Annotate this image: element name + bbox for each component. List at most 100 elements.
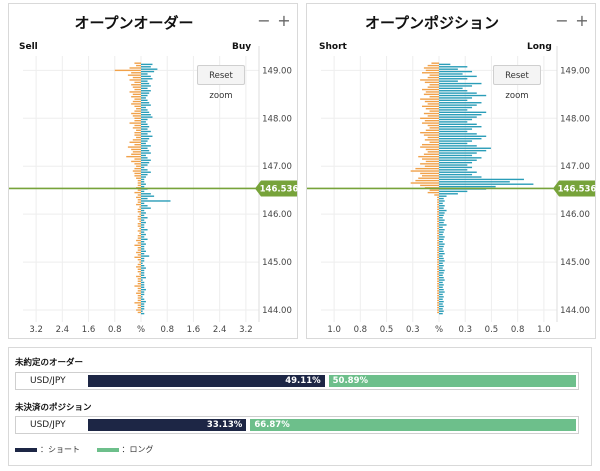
sell-bar <box>136 251 141 254</box>
long-bar <box>439 300 444 303</box>
sell-bar <box>137 215 141 218</box>
long-bar <box>439 257 444 260</box>
x-tick-label: 1.6 <box>187 325 201 335</box>
long-bar <box>439 92 477 94</box>
buy-bar <box>141 157 148 159</box>
short-bar <box>418 155 439 158</box>
short-bar <box>437 218 439 220</box>
buy-label: Buy <box>232 42 252 52</box>
zoom-in-button[interactable]: + <box>277 11 291 30</box>
sell-bar <box>131 160 141 163</box>
long-bar <box>439 262 443 264</box>
sell-bar <box>134 131 141 134</box>
buy-bar <box>141 181 145 183</box>
long-bar <box>439 233 443 236</box>
reset-zoom-button[interactable]: Reset zoom <box>493 65 541 101</box>
short-bar <box>423 112 439 115</box>
long-bar <box>439 145 477 147</box>
zoom-out-button[interactable]: − <box>555 11 569 30</box>
buy-bar <box>141 288 146 291</box>
sell-bar <box>134 285 141 287</box>
sell-bar <box>137 278 141 280</box>
short-bar <box>437 268 439 270</box>
sell-bar <box>137 282 141 285</box>
buy-bar <box>141 137 150 140</box>
long-bar <box>439 209 447 212</box>
long-bar <box>439 80 458 82</box>
short-bar <box>437 244 439 247</box>
short-bar <box>437 294 439 297</box>
long-bar <box>439 97 473 99</box>
sell-bar <box>134 172 141 175</box>
buy-bar <box>141 111 150 114</box>
short-bar <box>427 124 439 127</box>
short-bar <box>431 62 439 64</box>
sell-bar <box>132 86 141 88</box>
long-bar <box>439 224 447 226</box>
long-bar <box>439 171 477 173</box>
buy-bar <box>141 66 151 68</box>
long-bar <box>439 279 445 281</box>
legend-short: ：ショート <box>40 445 80 454</box>
buy-bar <box>141 214 145 217</box>
long-bar <box>439 130 468 133</box>
short-bar <box>423 67 439 69</box>
short-bar <box>425 108 439 110</box>
long-bar <box>439 202 443 205</box>
sell-bar <box>131 84 141 86</box>
buy-bar <box>141 102 150 104</box>
short-bar <box>423 153 439 155</box>
long-label: Long <box>527 42 552 52</box>
long-bar <box>439 212 445 214</box>
long-bar <box>439 147 491 149</box>
short-bar <box>437 275 439 278</box>
buy-bar <box>141 70 155 73</box>
buy-bar <box>141 185 145 188</box>
sell-bar <box>137 249 141 251</box>
long-bar <box>439 291 445 293</box>
x-tick-label: % <box>137 325 145 335</box>
sell-bar <box>134 302 141 304</box>
long-bar <box>439 190 468 193</box>
long-bar <box>439 288 444 291</box>
buy-bar <box>141 267 146 269</box>
short-bar <box>437 266 439 268</box>
buy-bar <box>141 298 145 300</box>
short-bar <box>437 232 439 235</box>
sell-bar <box>136 129 141 131</box>
short-bar <box>424 120 439 122</box>
buy-bar <box>141 73 148 75</box>
buy-bar <box>141 274 145 276</box>
sell-label: Sell <box>19 42 38 52</box>
y-tick-label: 146.00 <box>560 210 590 220</box>
buy-bar <box>141 200 171 202</box>
sell-bar <box>134 117 141 120</box>
sell-bar <box>137 290 141 292</box>
short-bar <box>437 215 439 218</box>
zoom-out-button[interactable]: − <box>257 11 271 30</box>
sell-bar <box>134 163 141 165</box>
reset-zoom-button[interactable]: Reset zoom <box>197 65 245 101</box>
long-bar <box>439 214 444 217</box>
short-bar <box>427 191 439 194</box>
x-tick-label: 3.2 <box>29 325 43 335</box>
long-bar <box>439 63 451 66</box>
sell-bar <box>134 88 141 91</box>
long-bar <box>439 226 443 229</box>
short-bar <box>423 93 439 96</box>
buy-bar <box>141 250 146 253</box>
buy-bar <box>141 118 148 121</box>
sell-bar <box>134 120 141 122</box>
short-bar <box>437 239 439 242</box>
buy-bar <box>141 217 148 219</box>
zoom-in-button[interactable]: + <box>575 11 589 30</box>
orders-ratio-row: USD/JPY 49.11% 50.89% <box>15 372 579 390</box>
sell-bar <box>134 105 141 108</box>
short-bar <box>415 179 439 182</box>
short-bar <box>437 282 439 285</box>
short-bar <box>437 299 439 302</box>
long-bar <box>439 142 468 145</box>
short-bar <box>429 141 439 143</box>
open-orders-chart: 3.2 2.4 1.6 0.8% 0.8 1.6 2.4 3.2 149.00 148.00 147… <box>9 46 298 335</box>
buy-bar <box>141 63 153 66</box>
